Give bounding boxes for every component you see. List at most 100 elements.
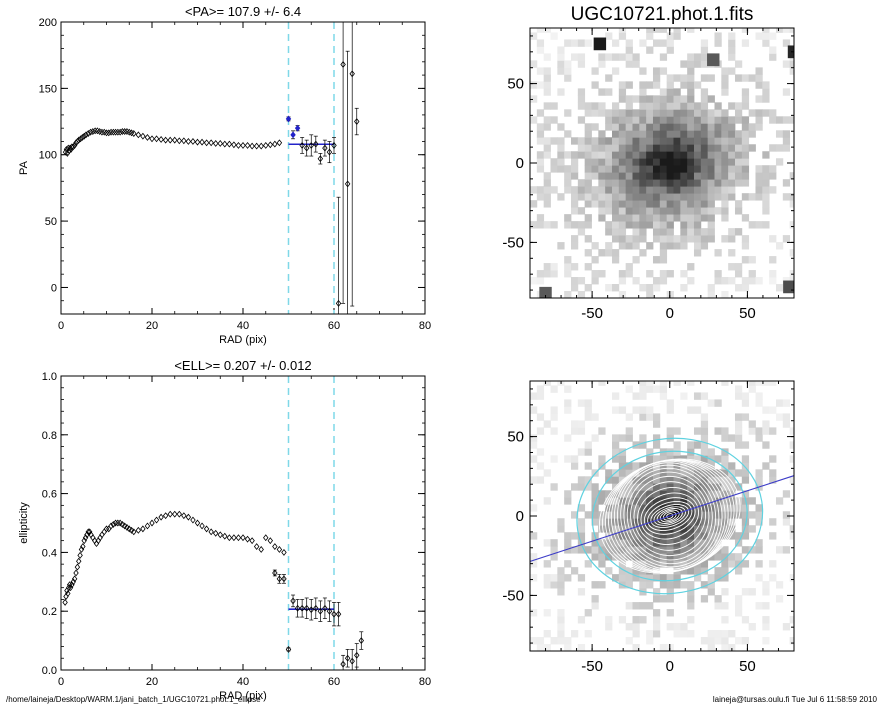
- image-pixel: [639, 462, 647, 470]
- image-pixel: [700, 455, 709, 463]
- image-pixel: [625, 567, 633, 575]
- image-pixel: [748, 270, 756, 278]
- image-pixel: [543, 630, 551, 638]
- data-point: [340, 61, 346, 68]
- image-pixel: [605, 284, 613, 292]
- image-pixel: [728, 46, 736, 54]
- image-pixel: [741, 95, 750, 103]
- image-pixel: [564, 67, 572, 75]
- image-pixel: [734, 172, 743, 180]
- image-pixel: [611, 249, 620, 257]
- data-point: [267, 537, 274, 545]
- image-pixel: [652, 455, 661, 463]
- image-pixel: [769, 46, 777, 54]
- image-pixel: [728, 228, 736, 236]
- image-pixel: [659, 123, 668, 131]
- image-pixel: [721, 137, 729, 145]
- image-pixel: [591, 595, 599, 603]
- image-pixel: [680, 165, 688, 173]
- image-pixel: [666, 130, 674, 138]
- image-pixel: [707, 490, 715, 498]
- image-pixel: [605, 179, 613, 187]
- image-pixel: [639, 441, 647, 449]
- data-point: [117, 128, 123, 136]
- data-point: [103, 525, 110, 533]
- image-pixel: [700, 116, 709, 124]
- image-pixel: [646, 270, 654, 278]
- image-pixel: [721, 179, 729, 187]
- data-point: [222, 532, 228, 540]
- image-pixel: [693, 214, 702, 222]
- image-pixel: [755, 74, 763, 82]
- image-pixel: [789, 455, 794, 463]
- image-pixel: [659, 490, 668, 498]
- image-pixel: [646, 116, 654, 124]
- image-pixel: [693, 249, 702, 257]
- image-pixel: [687, 630, 695, 638]
- image-pixel: [591, 158, 599, 166]
- image-pixel: [714, 511, 722, 519]
- plot-frame: [60, 21, 426, 315]
- y-tick-label: 0.2: [42, 606, 57, 618]
- image-pixel: [700, 123, 709, 131]
- image-pixel: [782, 39, 791, 47]
- image-pixel: [639, 497, 647, 505]
- image-pixel: [721, 532, 729, 540]
- image-pixel: [673, 504, 681, 512]
- image-pixel: [639, 158, 647, 166]
- image-pixel: [673, 483, 681, 491]
- image-pixel: [564, 490, 572, 498]
- data-point: [69, 581, 75, 589]
- image-pixel: [741, 74, 750, 82]
- image-pixel: [775, 413, 784, 421]
- image-pixel: [632, 60, 640, 68]
- image-pixel: [611, 151, 620, 159]
- image-pixel: [618, 511, 627, 519]
- image-pixel: [693, 539, 702, 547]
- image-pixel: [564, 39, 572, 47]
- image-pixel: [721, 525, 729, 533]
- image-pixel: [762, 32, 770, 40]
- image-pixel: [564, 270, 572, 278]
- image-pixel: [536, 476, 545, 484]
- image-pixel: [598, 455, 606, 463]
- data-point: [86, 528, 93, 536]
- image-pixel: [673, 123, 681, 131]
- image-pixel: [734, 130, 743, 138]
- data-point: [276, 139, 283, 147]
- image-pixel: [550, 413, 558, 421]
- image-pixel: [605, 539, 613, 547]
- image-pixel: [673, 95, 681, 103]
- image-pixel: [734, 207, 743, 215]
- image-pixel: [577, 137, 586, 145]
- image-pixel: [611, 172, 620, 180]
- image-pixel: [714, 602, 722, 610]
- image-pixel: [666, 406, 674, 414]
- image-pixel: [584, 560, 592, 568]
- data-point: [249, 537, 255, 545]
- image-pixel: [693, 242, 702, 250]
- image-pixel: [611, 235, 620, 243]
- image-pixel: [666, 525, 674, 533]
- image-pixel: [652, 616, 661, 624]
- image-pixel: [741, 123, 750, 131]
- image-pixel: [577, 518, 586, 526]
- image-pixel: [611, 441, 620, 449]
- image-pixel: [728, 193, 736, 201]
- image-pixel: [543, 609, 551, 617]
- image-pixel: [741, 165, 750, 173]
- image-pixel: [591, 151, 599, 159]
- image-pixel: [646, 46, 654, 54]
- image-pixel: [680, 284, 688, 292]
- data-point: [185, 513, 192, 521]
- x-tick-label: 0: [666, 658, 674, 675]
- image-pixel: [728, 504, 736, 512]
- image-pixel: [769, 427, 777, 435]
- image-pixel: [666, 39, 674, 47]
- image-pixel: [693, 221, 702, 229]
- image-pixel: [632, 483, 640, 491]
- image-pixel: [687, 186, 695, 194]
- image-pixel: [687, 28, 695, 33]
- image-pixel: [570, 137, 579, 145]
- image-pixel: [611, 158, 620, 166]
